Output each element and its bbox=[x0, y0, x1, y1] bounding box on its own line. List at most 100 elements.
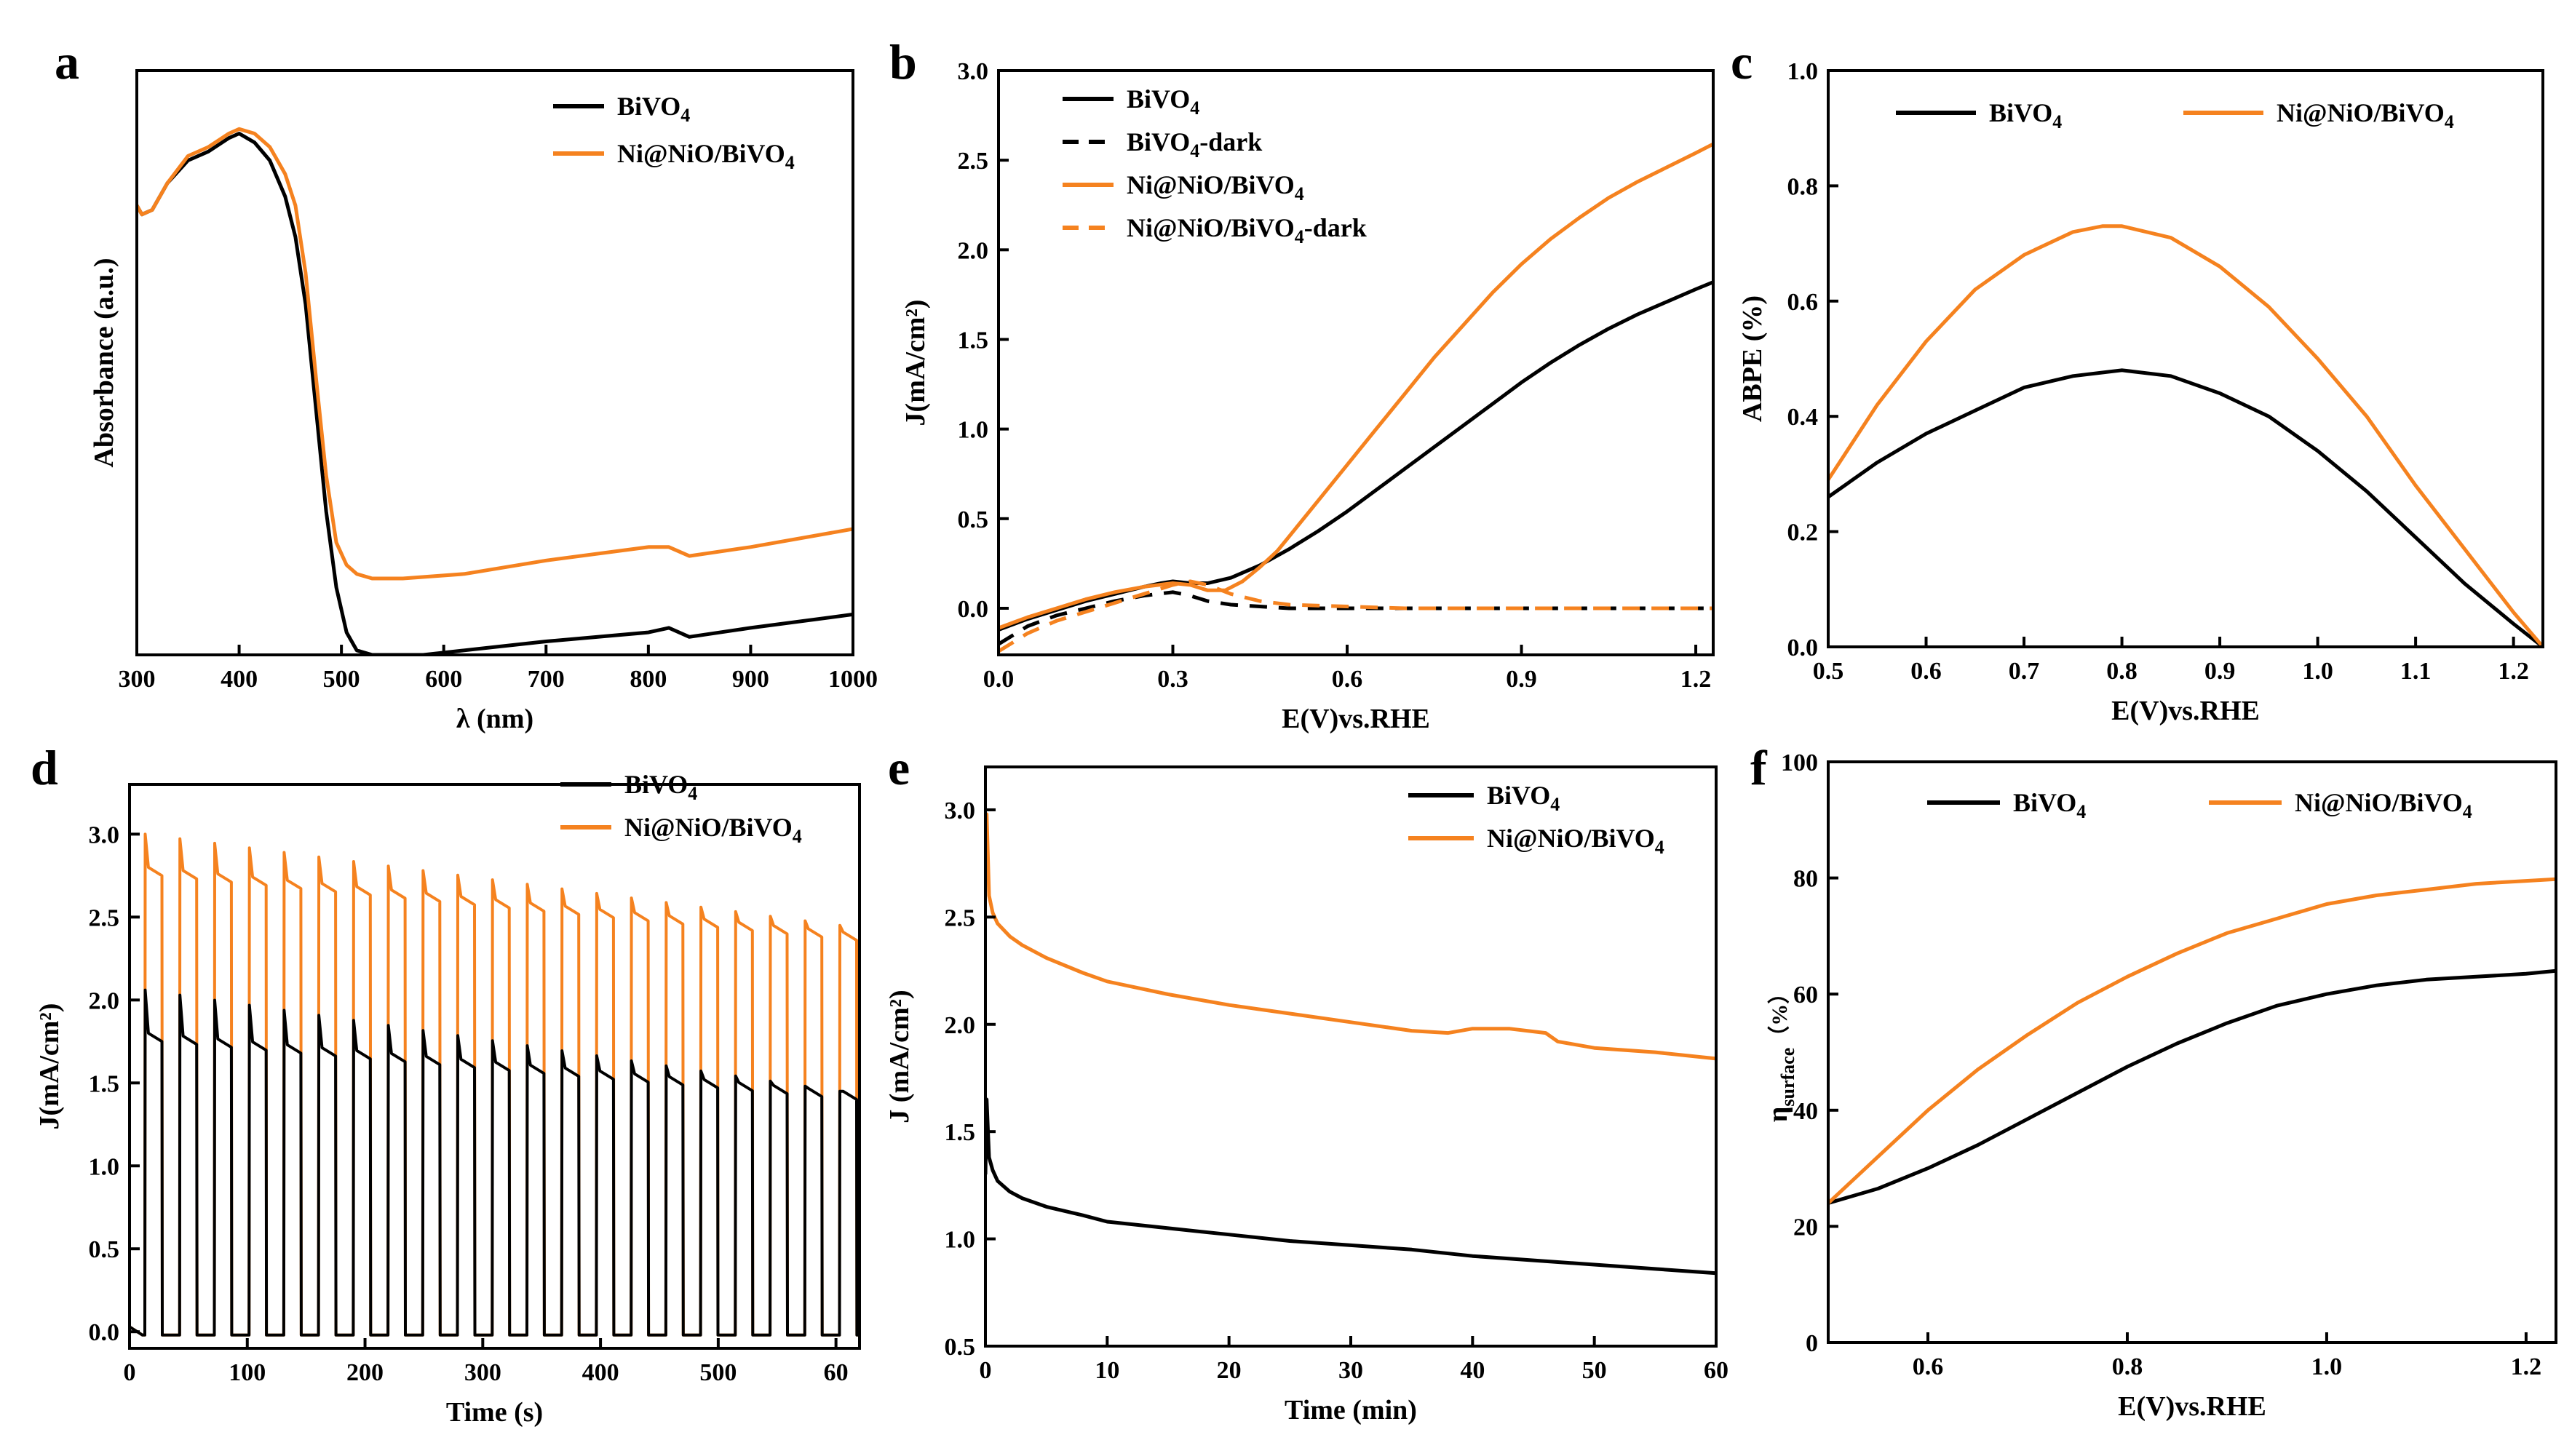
y-tick-label: 0.2 bbox=[1787, 520, 1819, 546]
legend-label: BiVO4 bbox=[1989, 98, 2062, 132]
y-axis-label: J(mA/cm²) bbox=[900, 300, 931, 426]
plot-area bbox=[130, 832, 860, 1337]
plot-area bbox=[999, 142, 1713, 653]
legend-text: BiVO bbox=[1487, 781, 1550, 810]
plot-area bbox=[985, 812, 1716, 1276]
y-axis-label: J(mA/cm²) bbox=[34, 1003, 65, 1130]
legend-entry: Ni@NiO/BiVO4 bbox=[2209, 788, 2472, 822]
x-axis-label: E(V)vs.RHE bbox=[2111, 696, 2260, 726]
x-tick-label: 800 bbox=[630, 666, 667, 693]
panel-letter: d bbox=[31, 740, 58, 795]
x-tick-label: 30 bbox=[1338, 1357, 1363, 1384]
series-line bbox=[130, 832, 860, 1337]
plot-frame bbox=[1827, 69, 2544, 648]
panel-d: 0 100 200 300 400 500 60 0.0 0.5 1.0 1.5 2.0 2.5 3.0 T… bbox=[31, 740, 861, 1428]
legend-entry: Ni@NiO/BiVO4 bbox=[553, 139, 795, 173]
x-tick-label: 0.0 bbox=[983, 666, 1015, 693]
legend-sub: 4 bbox=[1190, 140, 1199, 162]
x-axis-label: E(V)vs.RHE bbox=[2118, 1391, 2266, 1422]
y-axis-label: ABPE (%) bbox=[1737, 295, 1768, 422]
x-tick-label: 1.0 bbox=[2302, 658, 2333, 685]
y-tick-label: 0.8 bbox=[1787, 173, 1819, 200]
panel-letter: f bbox=[1750, 740, 1768, 795]
x-tick-label: 1.1 bbox=[2400, 658, 2432, 685]
x-tick-label: 0.6 bbox=[1332, 666, 1363, 693]
legend-sub: 4 bbox=[1550, 794, 1560, 815]
y-tick-label: 0.4 bbox=[1787, 404, 1819, 431]
panel-c: 0.5 0.6 0.7 0.8 0.9 1.0 1.1 1.2 0.0 0.2 0.4 0.6 0.8 1… bbox=[1731, 34, 2544, 726]
y-tick-label: 1.5 bbox=[958, 327, 989, 354]
series-line bbox=[999, 590, 1713, 646]
y-tick-label: 3.0 bbox=[89, 822, 120, 848]
plot-frame bbox=[128, 783, 861, 1350]
y-tick-label: 2.5 bbox=[945, 904, 976, 931]
x-tick-label: 0.5 bbox=[1813, 658, 1844, 685]
x-tick-label: 1.0 bbox=[2311, 1353, 2343, 1380]
series-line bbox=[137, 132, 853, 655]
y-tick-label: 0 bbox=[1806, 1330, 1818, 1357]
x-tick-label: 0.9 bbox=[1506, 666, 1537, 693]
legend-entry: BiVO4 bbox=[560, 770, 697, 804]
y-tick-label: 1.5 bbox=[945, 1119, 976, 1146]
x-tick-label: 900 bbox=[732, 666, 769, 693]
x-tick-label: 300 bbox=[464, 1359, 501, 1386]
x-tick-label: 400 bbox=[221, 666, 258, 693]
legend-entry: Ni@NiO/BiVO4-dark bbox=[1063, 213, 1367, 247]
x-tick-label: 60 bbox=[824, 1359, 849, 1386]
x-tick-label: 500 bbox=[323, 666, 360, 693]
plot-area bbox=[137, 127, 853, 655]
y-axis-label: ηsurface（%） bbox=[1763, 982, 1798, 1122]
legend-text: Ni@NiO/BiVO bbox=[1127, 213, 1295, 242]
x-tick-label: 500 bbox=[699, 1359, 737, 1386]
y-axis-label-suffix: （%） bbox=[1767, 982, 1792, 1048]
y-tick-label: 1.0 bbox=[945, 1227, 976, 1254]
y-tick-label: 0.0 bbox=[89, 1319, 120, 1346]
legend-text: Ni@NiO/BiVO bbox=[1487, 824, 1655, 853]
legend-text: BiVO bbox=[2013, 788, 2076, 817]
x-tick-label: 100 bbox=[229, 1359, 266, 1386]
x-tick-label: 60 bbox=[1704, 1357, 1728, 1384]
x-tick-label: 700 bbox=[528, 666, 565, 693]
legend-label: Ni@NiO/BiVO4 bbox=[617, 139, 795, 173]
x-axis-label: λ (nm) bbox=[456, 704, 533, 734]
plot-frame bbox=[984, 765, 1718, 1348]
x-tick-label: 50 bbox=[1582, 1357, 1607, 1384]
y-tick-label: 1.0 bbox=[89, 1153, 120, 1180]
x-tick-label: 0.3 bbox=[1157, 666, 1188, 693]
legend-label: BiVO4 bbox=[624, 770, 697, 804]
x-tick-label: 1.2 bbox=[2498, 658, 2529, 685]
x-tick-label: 200 bbox=[346, 1359, 384, 1386]
legend-sub: 4 bbox=[1190, 98, 1199, 119]
legend-sub: 4 bbox=[2052, 111, 2062, 132]
legend-sub: 4 bbox=[680, 105, 690, 126]
series-line bbox=[1828, 224, 2543, 647]
legend-text: Ni@NiO/BiVO bbox=[624, 813, 793, 842]
legend-suffix: -dark bbox=[1199, 127, 1262, 156]
legend-label: Ni@NiO/BiVO4 bbox=[1127, 170, 1304, 204]
y-tick-label: 1.5 bbox=[89, 1070, 120, 1097]
y-axis-label-sub: surface bbox=[1777, 1048, 1798, 1107]
legend-text: BiVO bbox=[617, 92, 680, 121]
y-tick-label: 3.0 bbox=[945, 797, 976, 824]
y-tick-label: 2.0 bbox=[945, 1012, 976, 1039]
x-axis-label: E(V)vs.RHE bbox=[1282, 704, 1430, 734]
legend-sub: 4 bbox=[793, 826, 802, 847]
x-tick-label: 1.2 bbox=[2511, 1353, 2542, 1380]
y-axis-label: J (mA/cm²) bbox=[884, 990, 915, 1123]
x-tick-label: 600 bbox=[425, 666, 462, 693]
x-tick-label: 40 bbox=[1460, 1357, 1485, 1384]
legend-label: Ni@NiO/BiVO4 bbox=[2277, 98, 2454, 132]
y-tick-label: 0.5 bbox=[958, 506, 989, 533]
series-line bbox=[130, 988, 860, 1337]
plot-frame bbox=[997, 69, 1715, 656]
y-tick-label: 60 bbox=[1793, 982, 1818, 1009]
x-tick-label: 0.6 bbox=[1910, 658, 1942, 685]
y-tick-label: 2.0 bbox=[89, 987, 120, 1014]
legend-text: Ni@NiO/BiVO bbox=[1127, 170, 1295, 199]
legend-entry: BiVO4 bbox=[1408, 781, 1560, 815]
legend-label: BiVO4-dark bbox=[1127, 127, 1262, 162]
legend-text: BiVO bbox=[1127, 127, 1190, 156]
series-line bbox=[1828, 968, 2556, 1205]
legend-label: BiVO4 bbox=[1127, 84, 1199, 119]
